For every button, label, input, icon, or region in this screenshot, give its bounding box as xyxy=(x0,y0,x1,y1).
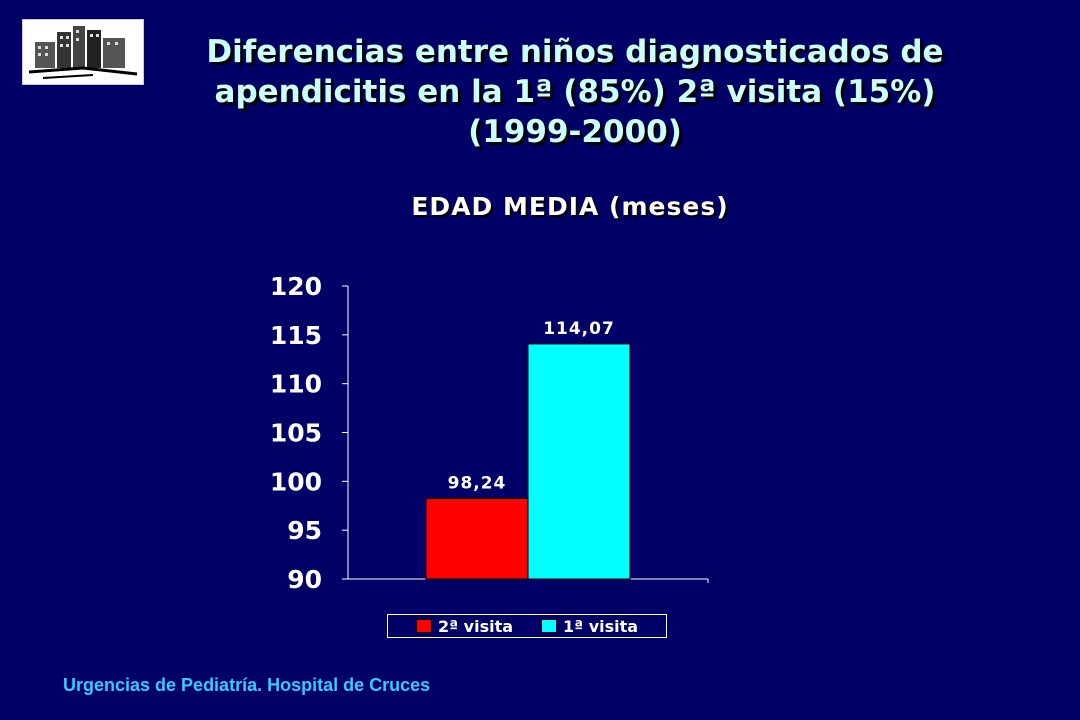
legend-swatch-red xyxy=(415,619,432,633)
chart-title: EDAD MEDIA (meses) xyxy=(411,192,729,221)
legend-label: 2ª visita xyxy=(437,616,514,636)
footer-credit: Urgencias de Pediatría. Hospital de Cruc… xyxy=(63,675,431,695)
slide-title: Diferencias entre niños diagnosticados d… xyxy=(150,32,1000,152)
title-line-3: (1999-2000) xyxy=(468,114,682,150)
y-tick-label: 115 xyxy=(270,321,322,350)
bar-data-label: 98,24 xyxy=(448,474,507,494)
hospital-logo xyxy=(22,19,144,85)
y-tick-label: 105 xyxy=(270,419,322,448)
bar-2a-visita xyxy=(425,498,529,580)
y-tick-label: 90 xyxy=(287,565,322,594)
chart-legend: 2ª visita 1ª visita xyxy=(387,614,667,638)
bar-1a-visita xyxy=(527,343,631,580)
bar-data-label: 114,07 xyxy=(543,319,615,339)
y-tick-label: 95 xyxy=(287,516,322,545)
hospital-building-icon xyxy=(28,26,138,79)
legend-item-1a-visita: 1ª visita xyxy=(540,616,639,636)
title-line-1: Diferencias entre niños diagnosticados d… xyxy=(206,34,944,70)
y-tick-label: 100 xyxy=(270,467,322,496)
y-tick-label: 120 xyxy=(270,272,322,301)
y-tick-label: 110 xyxy=(270,370,322,399)
legend-label: 1ª visita xyxy=(562,616,639,636)
title-line-2: apendicitis en la 1ª (85%) 2ª visita (15… xyxy=(214,74,936,110)
legend-item-2a-visita: 2ª visita xyxy=(415,616,514,636)
legend-swatch-cyan xyxy=(540,619,557,633)
